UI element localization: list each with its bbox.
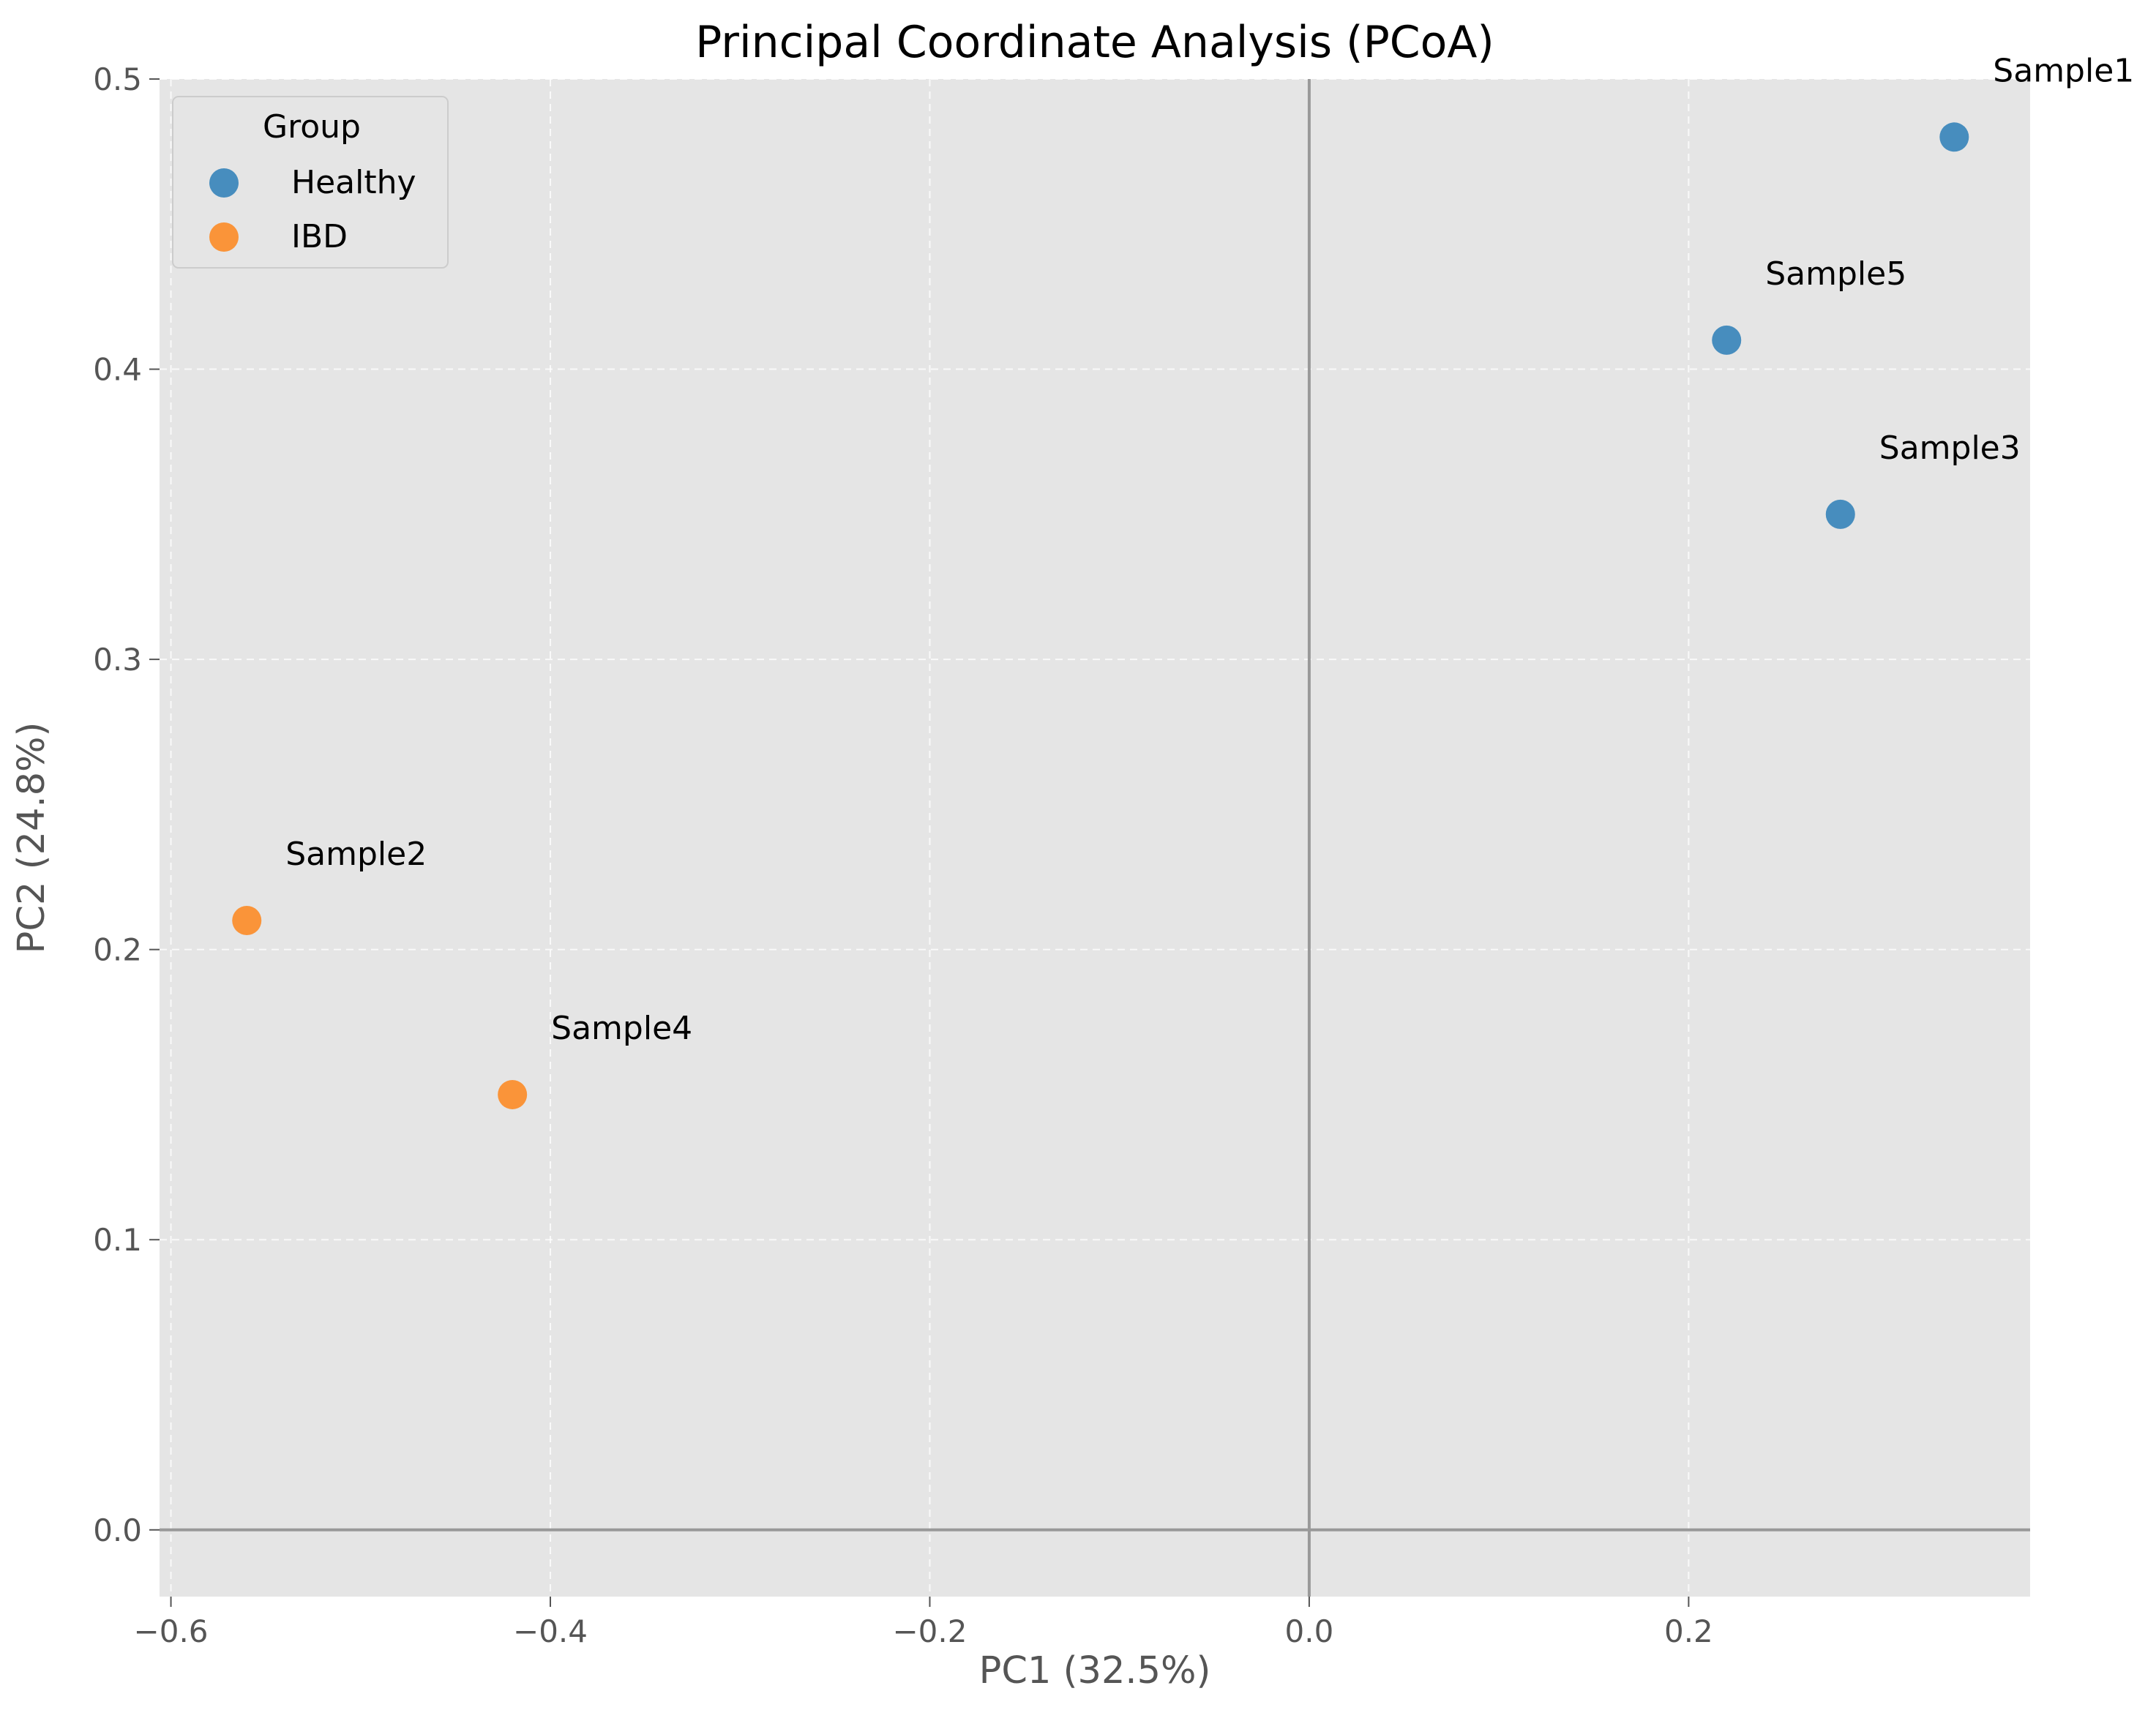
chart-title: Principal Coordinate Analysis (PCoA) <box>695 17 1494 68</box>
y-tick-label: 0.3 <box>93 642 142 678</box>
x-tick-label: −0.6 <box>134 1613 209 1649</box>
annotation-sample4: Sample4 <box>551 1010 692 1047</box>
annotation-sample3: Sample3 <box>1879 430 2021 467</box>
legend: Group Healthy IBD <box>172 96 449 269</box>
data-point-sample2 <box>232 906 262 936</box>
y-tick-label: 0.2 <box>93 932 142 968</box>
legend-entry-healthy: Healthy <box>209 164 416 201</box>
y-axis-label: PC2 (24.8%) <box>10 722 53 954</box>
annotation-sample2: Sample2 <box>285 836 427 873</box>
legend-entry-ibd: IBD <box>209 218 348 255</box>
legend-title: Group <box>263 108 361 146</box>
y-tick-label: 0.1 <box>93 1222 142 1258</box>
data-point-sample4 <box>498 1079 528 1109</box>
y-tick-label: 0.4 <box>93 352 142 388</box>
annotation-sample1: Sample1 <box>1993 52 2134 89</box>
y-tick-label: 0.5 <box>93 61 142 97</box>
annotation-sample5: Sample5 <box>1765 255 1906 293</box>
legend-marker-healthy <box>209 168 239 198</box>
x-axis-label: PC1 (32.5%) <box>979 1649 1211 1692</box>
data-point-sample5 <box>1712 325 1742 355</box>
x-tick-label: −0.2 <box>892 1613 967 1649</box>
legend-label-ibd: IBD <box>291 218 348 255</box>
y-axis-ticks: 0.0 0.1 0.2 0.3 0.4 0.5 <box>93 61 160 1548</box>
plot-background <box>160 79 2030 1597</box>
legend-box <box>172 96 449 269</box>
data-points <box>232 122 1969 1109</box>
legend-label-healthy: Healthy <box>291 164 416 201</box>
x-tick-label: 0.0 <box>1285 1613 1334 1649</box>
reference-lines <box>160 79 2030 1597</box>
x-tick-label: 0.2 <box>1664 1613 1713 1649</box>
point-annotations: Sample1 Sample5 Sample3 Sample2 Sample4 <box>285 52 2134 1047</box>
x-axis-ticks: −0.6 −0.4 −0.2 0.0 0.2 <box>134 1597 1713 1649</box>
y-tick-label: 0.0 <box>93 1512 142 1548</box>
data-point-sample1 <box>1939 122 1969 152</box>
legend-marker-ibd <box>209 222 239 252</box>
data-point-sample3 <box>1825 499 1855 529</box>
x-tick-label: −0.4 <box>513 1613 588 1649</box>
